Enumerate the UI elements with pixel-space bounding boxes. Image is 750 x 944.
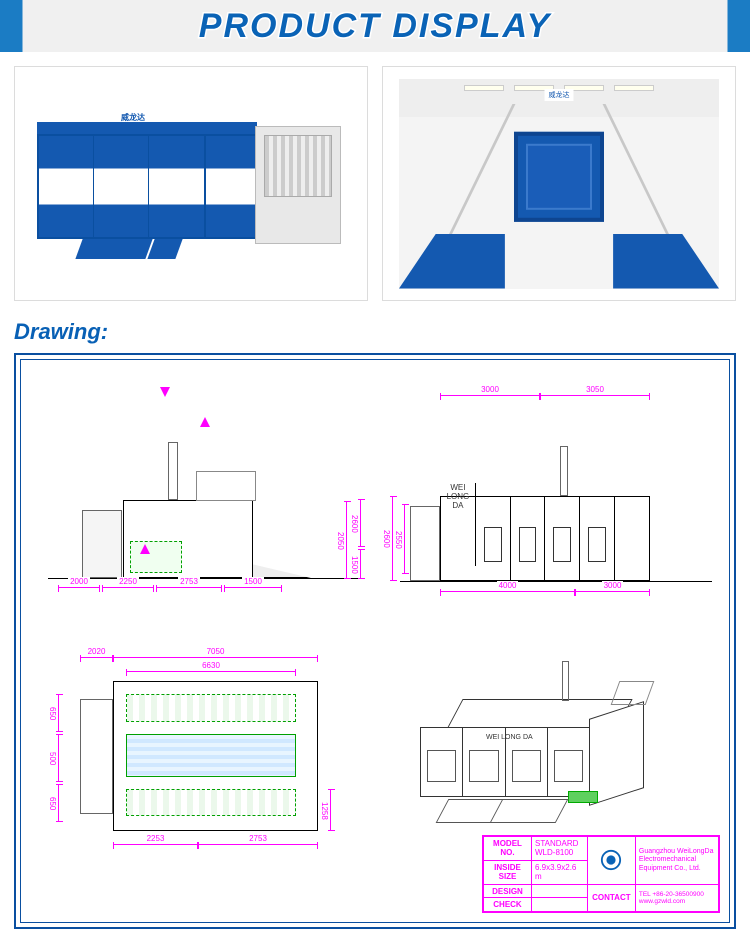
dim-label: 2050 — [336, 530, 345, 552]
dim-label: 2000 — [68, 577, 90, 586]
plan-view: 2020 7050 6630 650 500 650 2253 2753 125… — [28, 639, 370, 915]
inside-size-value: 6.9x3.9x2.6 m — [532, 860, 588, 884]
interior-photo: 威龙达 — [382, 66, 736, 301]
brand-label: WEI LONG DA — [486, 734, 533, 741]
product-photo-row: 威龙达 威龙达 — [0, 52, 750, 315]
dim-label: 4000 — [497, 581, 519, 590]
dim-label: 2250 — [117, 577, 139, 586]
dim-label: 6630 — [200, 661, 222, 670]
dim-label: 1500 — [242, 577, 264, 586]
check-label: CHECK — [484, 898, 532, 912]
model-no-label: MODEL NO. — [484, 837, 532, 861]
drawing-section-label: Drawing: — [0, 315, 750, 353]
check-value — [532, 898, 588, 912]
dim-label: 650 — [48, 795, 57, 812]
design-value — [532, 884, 588, 898]
dim-label: 1258 — [320, 800, 329, 822]
inside-size-label: INSIDE SIZE — [484, 860, 532, 884]
company-name: Guangzhou WeiLongDa Electromechanical Eq… — [635, 837, 718, 885]
technical-drawing: 2000 2250 2753 1500 1500 2600 2050 WEI L… — [14, 353, 736, 929]
dim-label: 7050 — [205, 647, 227, 656]
brand-logo-text: 威龙达 — [545, 89, 574, 101]
side-elevation-view: 2000 2250 2753 1500 1500 2600 2050 — [28, 367, 370, 629]
design-label: DESIGN — [484, 884, 532, 898]
dim-label: 2753 — [178, 577, 200, 586]
drawing-title-block: MODEL NO. STANDARD WLD-8100 Guangzhou We… — [482, 835, 720, 913]
page-title: PRODUCT DISPLAY — [199, 7, 551, 46]
exterior-photo: 威龙达 — [14, 66, 368, 301]
dim-label: 2600 — [382, 528, 391, 550]
dim-label: 650 — [48, 705, 57, 722]
dim-label: 3050 — [584, 385, 606, 394]
ramp — [75, 239, 152, 259]
ramp — [147, 239, 182, 259]
dim-label: 2550 — [394, 529, 403, 551]
dim-label: 3000 — [479, 385, 501, 394]
dim-label: 2020 — [86, 647, 108, 656]
dim-label: 500 — [48, 750, 57, 767]
company-logo-icon — [587, 837, 635, 885]
header-banner: PRODUCT DISPLAY — [0, 0, 750, 52]
dim-label: 3000 — [602, 581, 624, 590]
front-elevation-view: WEI LONG DA 3000 3050 4000 3000 2600 255… — [380, 367, 722, 629]
generator-cabinet — [255, 126, 341, 244]
dim-label: 2253 — [145, 834, 167, 843]
contact-label: CONTACT — [587, 884, 635, 911]
brand-label: WEI LONG DA — [441, 483, 476, 566]
model-no-value: STANDARD WLD-8100 — [532, 837, 588, 861]
dim-label: 2753 — [247, 834, 269, 843]
contact-value: TEL +86-20-36500900 www.gzwld.com — [635, 884, 718, 911]
